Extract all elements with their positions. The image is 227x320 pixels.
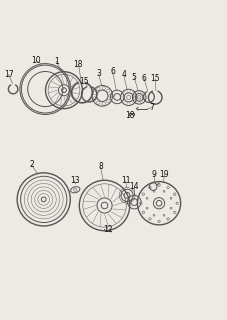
Text: 3: 3 bbox=[96, 69, 101, 78]
Text: 15: 15 bbox=[150, 75, 160, 84]
Text: 19: 19 bbox=[159, 170, 168, 180]
Text: 6: 6 bbox=[141, 74, 146, 83]
Text: 12: 12 bbox=[103, 225, 112, 234]
Text: 7: 7 bbox=[149, 103, 154, 112]
Text: 1: 1 bbox=[54, 57, 59, 66]
Text: 14: 14 bbox=[129, 182, 138, 191]
Text: 6: 6 bbox=[110, 67, 115, 76]
Text: 18: 18 bbox=[73, 60, 83, 68]
Text: 18: 18 bbox=[125, 111, 135, 120]
Text: 15: 15 bbox=[79, 77, 89, 86]
Text: 5: 5 bbox=[131, 73, 136, 82]
Text: 17: 17 bbox=[4, 70, 13, 79]
Text: 4: 4 bbox=[121, 70, 126, 79]
Text: 11: 11 bbox=[121, 176, 130, 186]
Text: 8: 8 bbox=[98, 162, 102, 171]
Text: 9: 9 bbox=[151, 170, 156, 179]
Text: 10: 10 bbox=[31, 56, 40, 65]
Text: 13: 13 bbox=[69, 176, 79, 185]
Text: 2: 2 bbox=[29, 160, 34, 170]
